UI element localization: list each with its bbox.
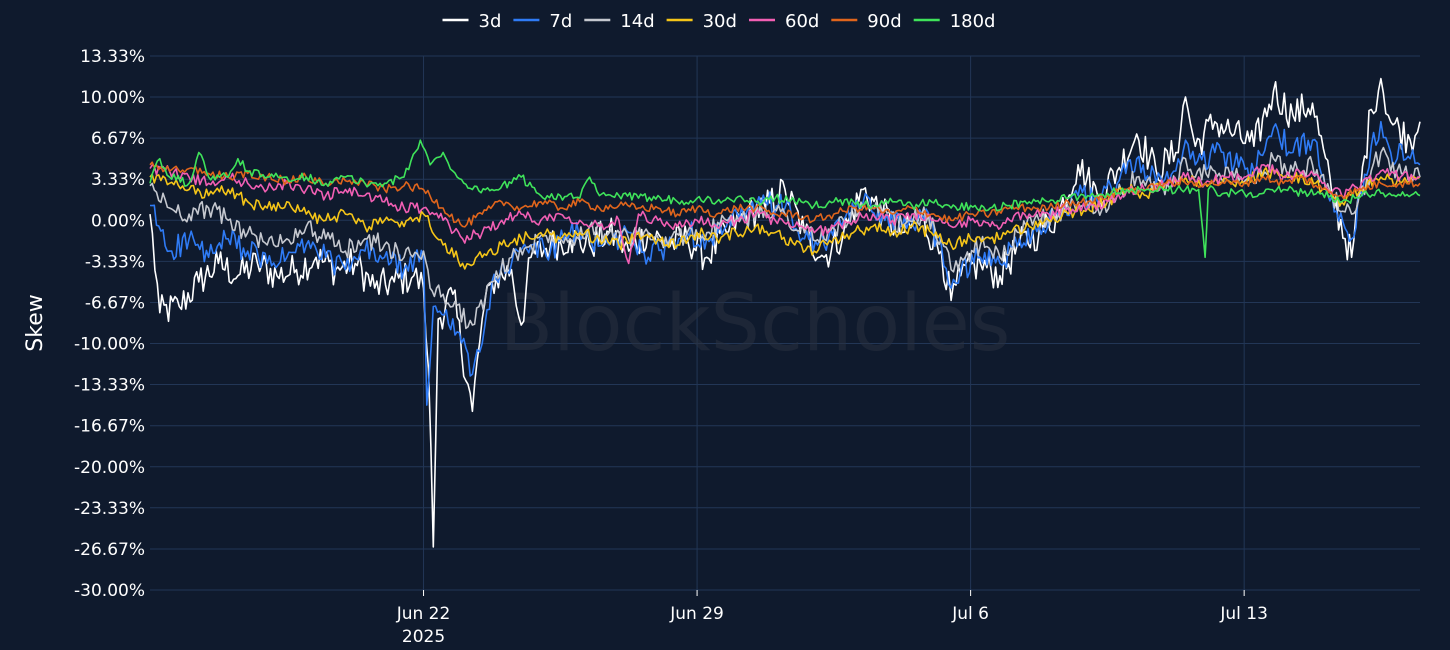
y-axis-title: Skew [23, 294, 48, 351]
series-line-3d [149, 77, 1421, 548]
series-line-90d [149, 161, 1421, 228]
x-tick-label: Jun 29 [669, 604, 724, 624]
x-tick-year-label: 2025 [402, 627, 445, 647]
y-tick-label: -23.33% [74, 499, 145, 519]
y-tick-label: 6.67% [91, 129, 145, 149]
y-tick-label: -26.67% [74, 540, 145, 560]
x-axis: Jun 22 2025 Jun 29 Jul 6 Jul 13 [396, 590, 1268, 647]
y-tick-label: 0.00% [91, 211, 145, 231]
y-tick-label: 13.33% [80, 47, 145, 67]
y-tick-label: 10.00% [80, 88, 145, 108]
legend-label: 3d [479, 11, 502, 32]
legend-label: 7d [549, 11, 572, 32]
y-tick-label: -13.33% [74, 376, 145, 396]
legend-item-3d[interactable]: 3d [442, 11, 502, 32]
y-tick-label: 3.33% [91, 170, 145, 190]
legend-label: 30d [703, 11, 737, 32]
legend-item-30d[interactable]: 30d [666, 11, 737, 32]
series-line-60d [149, 163, 1420, 265]
series-lines [149, 77, 1421, 548]
legend-item-180d[interactable]: 180d [913, 11, 996, 32]
legend-label: 180d [950, 11, 996, 32]
legend-item-14d[interactable]: 14d [584, 11, 655, 32]
legend-label: 60d [785, 11, 819, 32]
x-tick-label: Jul 6 [951, 604, 989, 624]
grid [150, 55, 1420, 591]
legend-label: 90d [867, 11, 901, 32]
legend-item-90d[interactable]: 90d [831, 11, 902, 32]
y-tick-label: -10.00% [74, 335, 145, 355]
y-axis: 13.33% 10.00% 6.67% 3.33% 0.00% -3.33% -6.67% -… [74, 47, 145, 601]
legend-item-60d[interactable]: 60d [749, 11, 819, 32]
legend-item-7d[interactable]: 7d [513, 11, 572, 32]
y-tick-label: -3.33% [85, 252, 145, 272]
legend[interactable]: 3d 7d 14d 30d 60d 90d 180d [442, 11, 996, 32]
series-line-7d [149, 120, 1421, 406]
legend-label: 14d [620, 11, 654, 32]
y-tick-label: -20.00% [74, 458, 145, 478]
y-tick-label: -16.67% [74, 417, 145, 437]
y-tick-label: -6.67% [85, 293, 145, 313]
watermark: BlockScholes [500, 279, 1011, 369]
x-tick-label: Jul 13 [1219, 604, 1268, 624]
y-tick-label: -30.00% [74, 581, 145, 601]
x-tick-label: Jun 22 [396, 604, 451, 624]
series-line-14d [149, 146, 1421, 330]
series-line-180d [149, 139, 1421, 259]
